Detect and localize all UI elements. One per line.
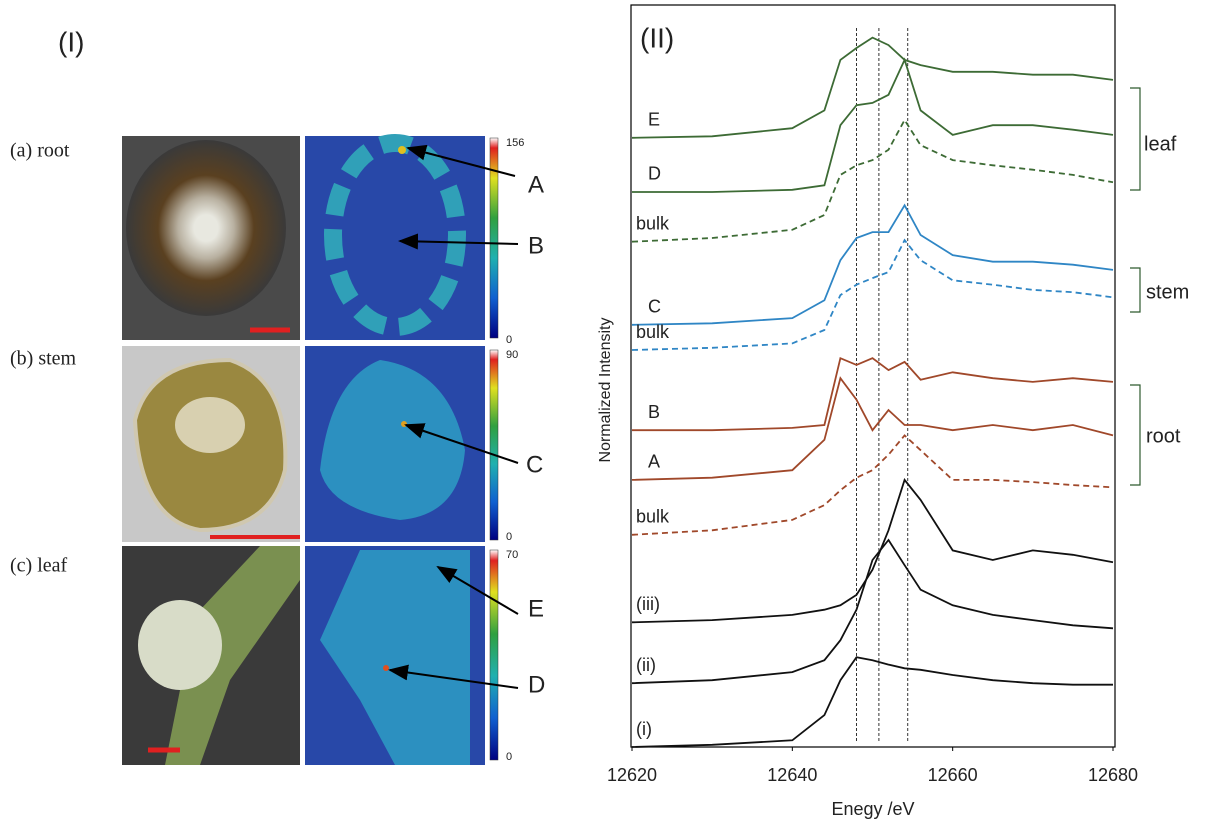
point-label: B: [528, 232, 544, 259]
plot-frame: [631, 5, 1115, 747]
curve-label: D: [648, 164, 661, 184]
panel-label: (I): [58, 26, 84, 57]
colorbar-max: 70: [506, 549, 518, 561]
point-label: C: [526, 451, 543, 478]
curve-label: bulk: [636, 507, 670, 527]
spectrum: [632, 205, 1113, 324]
x-tick-label: 12680: [1088, 765, 1138, 785]
colorbar-min: 0: [506, 751, 512, 763]
row-label: (a) root: [10, 140, 70, 162]
spectrum: [632, 540, 1113, 683]
colorbar-max: 90: [506, 349, 518, 361]
row-label: (b) stem: [10, 348, 77, 370]
photo-leaf: [122, 546, 300, 765]
spectrum: [632, 120, 1113, 242]
spectrum: [632, 38, 1113, 138]
curve-label: (i): [636, 719, 652, 739]
group-label: stem: [1146, 281, 1189, 303]
colorbar-min: 0: [506, 531, 512, 543]
photo-stem: [122, 346, 300, 542]
figure: (I) (a) root (b) stem (c) leaf 156: [0, 0, 1205, 821]
map-stem: [305, 346, 485, 542]
curve-label: (ii): [636, 655, 656, 675]
spectrum: [632, 60, 1113, 192]
colorbar-min: 0: [506, 334, 512, 346]
spectrum: [632, 358, 1113, 430]
point-label: E: [528, 595, 544, 622]
colorbar: [490, 138, 498, 338]
spectrum: [632, 435, 1113, 534]
spectrum: [632, 378, 1113, 480]
x-tick-label: 12660: [928, 765, 978, 785]
colorbar: [490, 350, 498, 540]
curve-label: B: [648, 402, 660, 422]
spectrum: [632, 480, 1113, 622]
spectrum: [632, 657, 1113, 747]
spectrum: [632, 240, 1113, 350]
x-tick-label: 12620: [607, 765, 657, 785]
x-tick-label: 12640: [767, 765, 817, 785]
bracket: [1130, 88, 1140, 485]
group-label: leaf: [1144, 133, 1177, 155]
curve-label: bulk: [636, 213, 670, 233]
point-label: A: [528, 171, 544, 198]
colorbar-max: 156: [506, 137, 524, 149]
curve-label: (iii): [636, 594, 660, 614]
curve-label: bulk: [636, 322, 670, 342]
curve-label: A: [648, 452, 660, 472]
curve-label: E: [648, 110, 660, 130]
x-axis-title: Enegy /eV: [831, 799, 914, 819]
point-label: D: [528, 671, 545, 698]
group-label: root: [1146, 425, 1181, 447]
photo-root: [122, 136, 300, 340]
row-label: (c) leaf: [10, 555, 68, 577]
colorbar: [490, 550, 498, 760]
y-axis-title: Normalized Intensity: [597, 318, 614, 463]
curve-label: C: [648, 297, 661, 317]
map-root: [305, 136, 485, 340]
panel-label: (II): [640, 22, 674, 53]
